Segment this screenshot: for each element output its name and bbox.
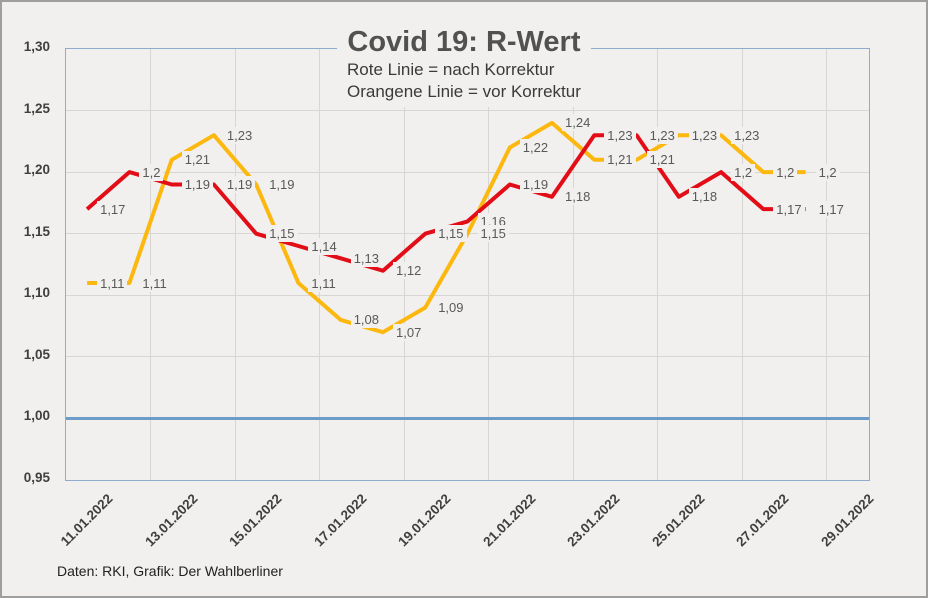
data-label-vor-korrektur: 1,09 (435, 299, 467, 317)
data-label-nach-korrektur: 1,15 (435, 225, 467, 243)
x-axis-label: 11.01.2022 (57, 491, 116, 549)
data-label-vor-korrektur: 1,08 (350, 311, 382, 329)
data-label-vor-korrektur: 1,11 (308, 274, 339, 292)
gridline-vertical (572, 49, 574, 480)
x-axis-label: 25.01.2022 (648, 491, 708, 550)
data-label-vor-korrektur: 1,15 (477, 225, 509, 243)
data-label-nach-korrektur: 1,14 (308, 237, 340, 255)
y-axis-label: 0,95 (23, 470, 50, 485)
series-line-vor-korrektur (87, 120, 806, 335)
data-label-vor-korrektur: 1,22 (519, 139, 552, 156)
data-label-vor-korrektur: 1,24 (562, 114, 594, 132)
x-axis-label: 29.01.2022 (817, 491, 877, 550)
data-label-vor-korrektur: 1,11 (97, 274, 128, 292)
data-label-nach-korrektur: 1,12 (393, 262, 425, 280)
x-axis-label: 27.01.2022 (733, 491, 792, 550)
data-label-vor-korrektur: 1,2 (815, 163, 840, 181)
data-label-vor-korrektur: 1,19 (266, 176, 298, 193)
data-label-nach-korrektur: 1,23 (646, 126, 678, 144)
gridline-horizontal (66, 110, 869, 112)
y-axis-label: 1,15 (23, 223, 50, 239)
data-label-nach-korrektur: 1,19 (223, 176, 256, 193)
data-label-vor-korrektur: 1,07 (393, 323, 425, 341)
data-label-nach-korrektur: 1,18 (562, 188, 594, 206)
gridline-vertical (488, 49, 490, 480)
x-axis-label: 19.01.2022 (395, 491, 454, 550)
y-axis-label: 1,10 (23, 285, 50, 301)
gridline-vertical (150, 49, 151, 480)
x-axis-label: 23.01.2022 (564, 491, 623, 550)
x-axis-label: 13.01.2022 (141, 491, 201, 550)
data-label-nach-korrektur: 1,19 (181, 176, 213, 193)
data-label-vor-korrektur: 1,21 (181, 151, 213, 169)
chart-title-block: Covid 19: R-Wert Rote Linie = nach Korre… (337, 24, 591, 107)
x-axis-label: 21.01.2022 (479, 491, 539, 550)
legend-line-orange: Orangene Linie = vor Korrektur (347, 82, 581, 101)
data-label-nach-korrektur: 1,2 (731, 163, 756, 181)
data-label-vor-korrektur: 1,11 (139, 274, 170, 292)
gridline-vertical (826, 49, 828, 480)
data-label-nach-korrektur: 1,23 (604, 126, 636, 144)
data-label-vor-korrektur: 1,2 (773, 163, 798, 181)
data-label-nach-korrektur: 1,18 (688, 188, 721, 206)
gridline-horizontal (66, 294, 869, 296)
x-axis-label: 15.01.2022 (226, 491, 285, 550)
legend-line-red: Rote Linie = nach Korrektur (347, 60, 555, 79)
reference-line-1-00 (66, 416, 869, 420)
y-axis-label: 1,20 (23, 162, 50, 178)
data-label-nach-korrektur: 1,17 (815, 200, 847, 218)
series-lines (85, 120, 806, 335)
data-label-vor-korrektur: 1,23 (731, 126, 763, 144)
data-label-nach-korrektur: 1,17 (773, 200, 805, 218)
data-label-vor-korrektur: 1,21 (646, 151, 678, 169)
gridline-horizontal (66, 171, 869, 173)
gridline-horizontal (66, 356, 869, 358)
chart-title: Covid 19: R-Wert (347, 26, 581, 58)
data-label-vor-korrektur: 1,23 (223, 126, 256, 144)
data-label-nach-korrektur: 1,17 (97, 200, 129, 218)
gridline-vertical (234, 49, 236, 480)
data-label-vor-korrektur: 1,23 (688, 126, 721, 144)
gridline-vertical (319, 49, 321, 480)
y-axis-label: 1,00 (23, 408, 50, 424)
data-label-vor-korrektur: 1,21 (604, 151, 636, 169)
y-axis-label: 1,25 (23, 100, 50, 116)
x-axis-label: 17.01.2022 (310, 491, 370, 550)
gridline-vertical (657, 49, 659, 480)
data-label-nach-korrektur: 1,19 (519, 176, 552, 193)
data-label-nach-korrektur: 1,2 (139, 163, 164, 181)
data-label-nach-korrektur: 1,13 (350, 249, 382, 267)
y-axis-label: 1,30 (23, 39, 50, 54)
gridline-vertical (741, 49, 743, 480)
data-label-nach-korrektur: 1,15 (266, 225, 298, 243)
source-credit: Daten: RKI, Grafik: Der Wahlberliner (57, 563, 283, 579)
plot-area: 1,17 1,2 1,19 1,19 1,15 1,14 1,13 1,12 1,15 1,16 1… (65, 48, 870, 481)
y-axis-label: 1,05 (23, 346, 50, 362)
